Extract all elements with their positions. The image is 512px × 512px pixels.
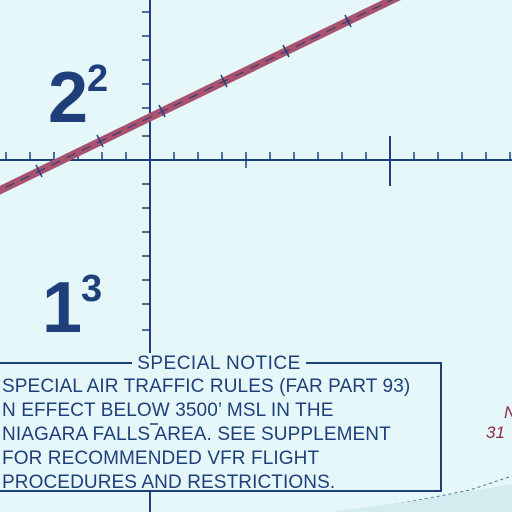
notice-line: FOR RECOMMENDED VFR FLIGHT (2, 448, 320, 469)
max-elevation-figure-upper: 22 (48, 60, 108, 134)
mef-hundreds: 3 (81, 268, 103, 310)
parallel-ticks (5, 136, 511, 186)
special-notice-title-wrap: SPECIAL NOTICE (0, 353, 440, 375)
special-notice-box: SPECIAL NOTICE SPECIAL AIR TRAFFIC RULES… (0, 353, 442, 495)
max-elevation-figure-lower: 13 (42, 270, 102, 344)
notice-line: NIAGARA FALLS AREA. SEE SUPPLEMENT (2, 424, 391, 445)
mef-hundreds: 2 (87, 58, 109, 100)
mef-thousands: 1 (42, 268, 82, 348)
notice-line: N EFFECT BELOW 3500’ MSL IN THE (2, 400, 334, 421)
special-notice-text: SPECIAL AIR TRAFFIC RULES (FAR PART 93) … (2, 375, 410, 495)
mef-thousands: 2 (48, 58, 88, 138)
edge-label-top: N (504, 404, 512, 421)
special-notice-title: SPECIAL NOTICE (132, 353, 306, 374)
airway-band (0, 0, 401, 195)
shoreline-fill (330, 484, 512, 512)
edge-label-bottom: 31 (486, 423, 505, 442)
notice-line: PROCEDURES AND RESTRICTIONS. (2, 472, 336, 493)
notice-line: SPECIAL AIR TRAFFIC RULES (FAR PART 93) (2, 376, 411, 397)
shoreline (347, 475, 512, 512)
